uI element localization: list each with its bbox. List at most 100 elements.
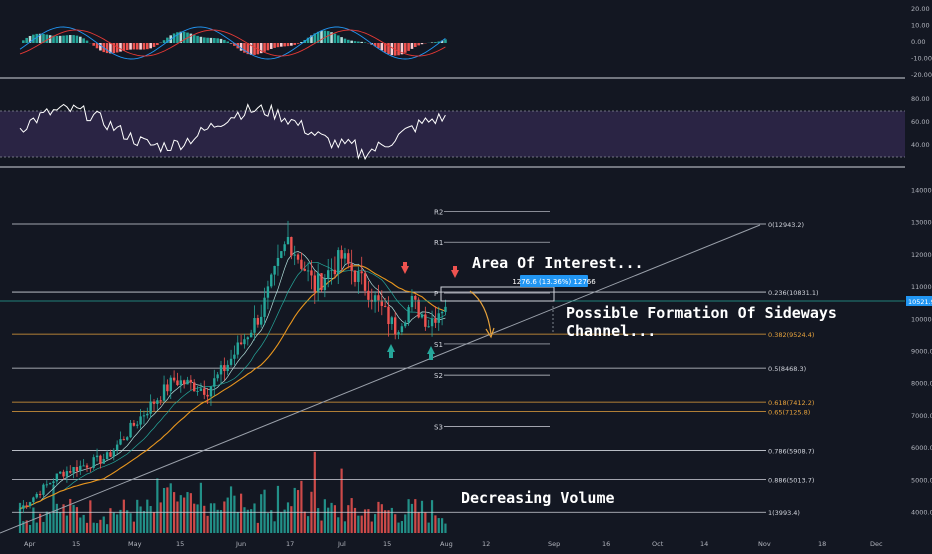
candle-body (106, 452, 108, 459)
macd-histogram-bar (136, 43, 139, 49)
candle-body (387, 307, 389, 324)
candle-body (36, 494, 38, 497)
pivot-label: P (434, 290, 438, 298)
volume-bar (418, 512, 420, 533)
macd-histogram-bar (56, 36, 59, 43)
candle-body (200, 388, 202, 390)
candle-body (424, 314, 426, 326)
volume-bar (434, 515, 436, 533)
volume-bar (334, 505, 336, 533)
candle-body (190, 380, 192, 383)
candle-body (113, 450, 115, 457)
volume-bar (66, 516, 68, 533)
macd-histogram-bar (414, 43, 417, 47)
volume-bar (29, 525, 31, 533)
volume-bar (371, 522, 373, 533)
macd-histogram-bar (22, 40, 25, 43)
time-axis-label: 17 (286, 540, 294, 548)
volume-bar (441, 518, 443, 533)
candle-body (163, 384, 165, 400)
macd-histogram-bar (173, 33, 176, 43)
volume-bar (253, 503, 255, 533)
candle-body (260, 317, 262, 325)
volume-bar (257, 523, 259, 533)
volume-bar (166, 487, 168, 533)
candle-body (39, 494, 41, 495)
candle-body (96, 456, 98, 458)
volume-bar (294, 488, 296, 533)
volume-bar (146, 500, 148, 533)
volume-bar (190, 493, 192, 533)
volume-bar (126, 510, 128, 533)
candle-body (314, 275, 316, 291)
macd-histogram-bar (240, 43, 243, 51)
macd-histogram-bar (381, 43, 384, 50)
volume-bar (133, 522, 135, 533)
current-price-label: 10521.9 (908, 298, 932, 306)
macd-axis-label: 20.00 (911, 5, 930, 13)
volume-bar (136, 500, 138, 533)
candle-body (62, 472, 64, 477)
volume-bar (444, 524, 446, 533)
candle-body (270, 275, 272, 287)
macd-histogram-bar (223, 40, 226, 43)
volume-bar (374, 514, 376, 533)
fib-label: 0.5(8468.3) (768, 365, 806, 373)
candle-body (277, 258, 279, 266)
volume-bar (217, 510, 219, 533)
rsi-axis-label: 40.00 (911, 141, 930, 149)
time-axis-label: 16 (602, 540, 610, 548)
macd-histogram-bar (411, 43, 414, 49)
candle-body (324, 279, 326, 290)
candle-body (240, 342, 242, 344)
macd-histogram-bar (290, 43, 293, 46)
volume-bar (83, 515, 85, 533)
measure-label: 1276.6 (13.36%) 12766 (512, 278, 596, 286)
fib-label: 0.786(5908.7) (768, 448, 814, 456)
volume-bar (140, 506, 142, 533)
price-axis-label: 9000.0 (911, 348, 932, 356)
volume-bar (284, 510, 286, 533)
volume-bar (36, 523, 38, 533)
candle-body (119, 439, 121, 444)
volume-bar (401, 521, 403, 533)
macd-axis-label: 10.00 (911, 22, 930, 30)
candle-body (193, 382, 195, 391)
candle-body (49, 483, 51, 484)
volume-bar (129, 513, 131, 533)
candle-body (334, 270, 336, 274)
candle-body (176, 380, 178, 385)
time-axis-label: 15 (176, 540, 184, 548)
volume-bar (330, 503, 332, 533)
candle-body (230, 359, 232, 365)
candle-body (186, 380, 188, 385)
candle-body (156, 400, 158, 404)
volume-bar (408, 499, 410, 533)
macd-histogram-bar (431, 42, 434, 43)
decreasing-volume-text: Decreasing Volume (461, 489, 615, 507)
fib-label: 0.618(7412.2) (768, 399, 814, 407)
volume-bar (170, 483, 172, 533)
candle-body (377, 295, 379, 300)
volume-bar (79, 517, 81, 533)
price-axis-label: 4000.0 (911, 509, 932, 517)
volume-bar (397, 523, 399, 533)
volume-bar (260, 494, 262, 533)
volume-bar (143, 511, 145, 533)
time-axis-label: Sep (548, 540, 560, 548)
volume-bar (421, 501, 423, 533)
macd-histogram-bar (226, 42, 229, 43)
volume-bar (367, 509, 369, 533)
price-axis-label: 7000.0 (911, 412, 932, 420)
volume-bar (62, 504, 64, 533)
macd-histogram-bar (35, 34, 38, 43)
macd-histogram-bar (156, 43, 159, 45)
volume-bar (160, 502, 162, 533)
candle-body (26, 505, 28, 506)
macd-histogram-bar (364, 42, 367, 43)
candle-body (143, 415, 145, 416)
macd-histogram-bar (149, 43, 152, 48)
